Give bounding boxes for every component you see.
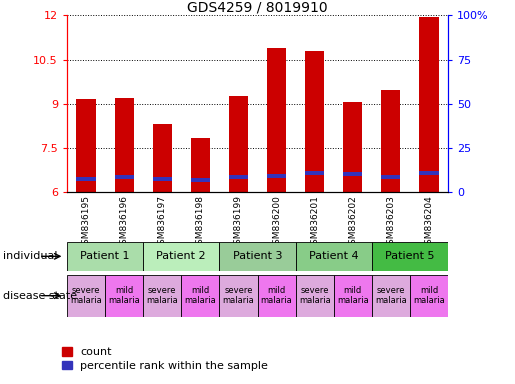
Text: Patient 1: Patient 1 — [80, 251, 130, 262]
Bar — [305, 171, 324, 175]
Text: severe
malaria: severe malaria — [146, 286, 178, 305]
Text: mild
malaria: mild malaria — [184, 286, 216, 305]
Bar — [296, 275, 334, 317]
Bar — [229, 175, 248, 179]
Text: mild
malaria: mild malaria — [413, 286, 445, 305]
Bar — [267, 48, 286, 192]
Text: disease state: disease state — [3, 291, 77, 301]
Text: mild
malaria: mild malaria — [108, 286, 140, 305]
Bar — [334, 275, 372, 317]
Text: Patient 5: Patient 5 — [385, 251, 435, 262]
Bar — [372, 275, 410, 317]
Bar — [267, 174, 286, 178]
Bar — [114, 98, 134, 192]
Bar — [143, 275, 181, 317]
Text: severe
malaria: severe malaria — [375, 286, 407, 305]
Bar — [219, 275, 258, 317]
Bar — [191, 178, 210, 182]
Text: Patient 4: Patient 4 — [309, 251, 358, 262]
Text: Patient 2: Patient 2 — [157, 251, 206, 262]
Bar — [191, 137, 210, 192]
Bar — [153, 177, 172, 180]
Bar — [419, 171, 439, 175]
Bar — [419, 17, 439, 192]
Bar — [105, 275, 143, 317]
Bar — [344, 172, 363, 176]
Bar — [258, 275, 296, 317]
Bar — [372, 242, 448, 271]
Bar — [181, 275, 219, 317]
Bar — [410, 275, 448, 317]
Bar — [296, 242, 372, 271]
Text: Patient 3: Patient 3 — [233, 251, 282, 262]
Text: severe
malaria: severe malaria — [299, 286, 331, 305]
Bar — [305, 51, 324, 192]
Text: severe
malaria: severe malaria — [222, 286, 254, 305]
Bar — [344, 102, 363, 192]
Bar — [76, 177, 96, 180]
Bar — [229, 96, 248, 192]
Text: severe
malaria: severe malaria — [70, 286, 102, 305]
Text: mild
malaria: mild malaria — [337, 286, 369, 305]
Bar — [67, 275, 105, 317]
Text: individual: individual — [3, 251, 57, 262]
Bar — [76, 99, 96, 192]
Bar — [382, 175, 401, 179]
Title: GDS4259 / 8019910: GDS4259 / 8019910 — [187, 0, 328, 14]
Text: mild
malaria: mild malaria — [261, 286, 293, 305]
Bar — [67, 242, 143, 271]
Bar — [153, 124, 172, 192]
Bar — [114, 175, 134, 179]
Legend: count, percentile rank within the sample: count, percentile rank within the sample — [57, 343, 273, 375]
Bar — [382, 91, 401, 192]
Bar — [143, 242, 219, 271]
Bar — [219, 242, 296, 271]
